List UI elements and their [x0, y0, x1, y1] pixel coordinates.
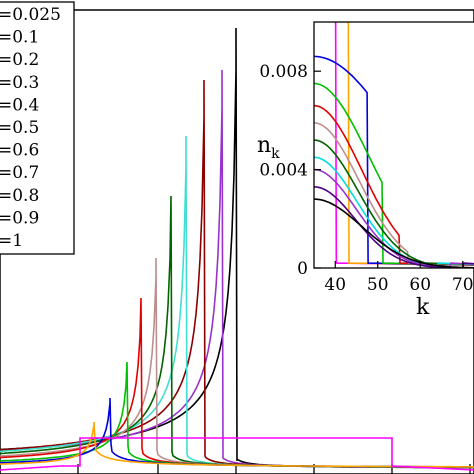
main-series-line	[0, 397, 472, 468]
legend-box	[0, 1, 75, 255]
legend-entry: =0.6	[0, 141, 39, 161]
inset-series-line	[314, 55, 474, 266]
inset-background	[314, 22, 474, 268]
legend-entry: =0.1	[0, 28, 39, 48]
inset-y-tick-label: 0	[297, 259, 308, 279]
inset-series-line	[314, 82, 474, 266]
inset-series-line	[314, 198, 474, 268]
legend-entry: =0.025	[0, 5, 61, 25]
legend-entry: =0.7	[0, 163, 39, 183]
inset-y-label-main: n	[257, 133, 271, 158]
inset-series-line	[314, 139, 474, 266]
main-curves	[0, 27, 474, 471]
inset-series-line	[314, 104, 474, 266]
inset-x-tick-label: 40	[324, 275, 346, 295]
inset-axes: 40 50 60 70 0 0.004 0.008	[259, 62, 473, 295]
legend-entry: =1	[0, 231, 23, 251]
legend: =0.025 =0.1=0.2 =0.3=0.4 =0.5 =0.6=0.7 =0.8=0…	[0, 5, 61, 251]
legend-entry: =0.9	[0, 208, 39, 228]
inset-frame	[313, 21, 474, 269]
legend-entry: =0.3	[0, 73, 39, 93]
inset-y-tick-label: 0.004	[259, 161, 308, 181]
inset-x-tick-label: 70	[452, 275, 474, 295]
main-plot-frame	[0, 9, 474, 474]
main-series-line	[0, 421, 474, 468]
inset-y-label-sub: k	[271, 146, 280, 162]
inset-x-tick-label: 50	[367, 275, 389, 295]
legend-entry: =0.4	[0, 95, 39, 115]
main-series-line	[0, 437, 474, 471]
inset-y-tick-label: 0.008	[259, 62, 308, 82]
legend-entry: =0.2	[0, 50, 39, 70]
legend-entry: =0.5	[0, 118, 39, 138]
inset-x-axis-label: k	[416, 295, 430, 320]
inset-series-line	[314, 122, 474, 266]
inset-x-tick-label: 60	[409, 275, 431, 295]
legend-entry: =0.8	[0, 186, 39, 206]
inset-y-axis-label: nk	[257, 133, 280, 162]
